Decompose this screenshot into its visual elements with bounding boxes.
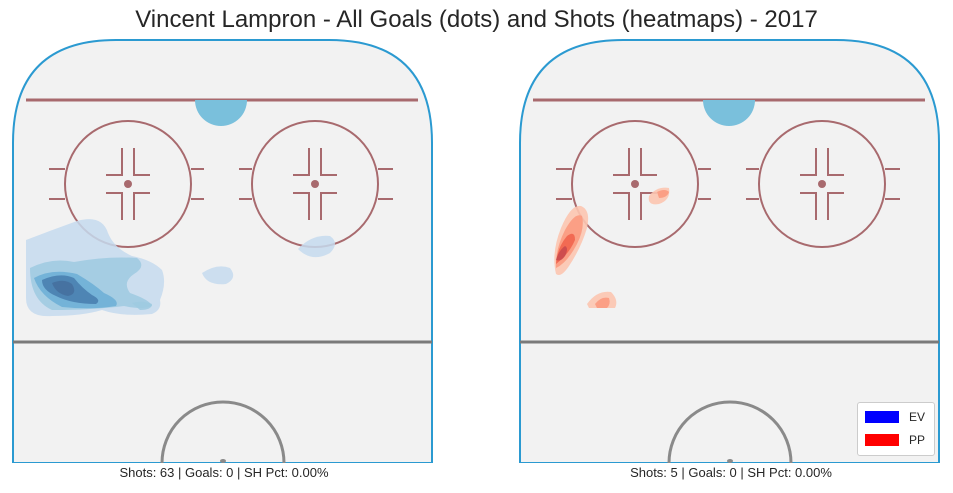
panel-caption-right: Shots: 5 | Goals: 0 | SH Pct: 0.00%	[630, 465, 832, 480]
center-dot	[727, 459, 733, 463]
panel-caption-left: Shots: 63 | Goals: 0 | SH Pct: 0.00%	[119, 465, 329, 480]
rink-panel-right	[519, 39, 940, 463]
center-circle-arc	[667, 400, 793, 463]
rink-ice	[12, 39, 433, 463]
ev-shot-heatmap	[26, 219, 335, 317]
heatmap-level-2-blob-b	[595, 297, 610, 308]
rink-surface	[519, 39, 940, 463]
faceoff-circle-right	[746, 120, 900, 248]
faceoff-dot-left	[631, 180, 639, 188]
chart-title: Vincent Lampron - All Goals (dots) and S…	[135, 6, 818, 33]
faceoff-circle-left	[556, 120, 711, 248]
heatmap-level-1-blob-right	[298, 235, 335, 258]
goalie-crease	[195, 100, 247, 126]
goalie-crease	[703, 100, 755, 126]
faceoff-circle-left	[49, 120, 204, 248]
heatmap-level-2-blob-a	[657, 190, 669, 198]
faceoff-dot-left	[124, 180, 132, 188]
legend-label-pp: PP	[909, 433, 926, 447]
center-circle-arc	[160, 400, 286, 463]
legend: EV PP	[857, 402, 935, 456]
heatmap-level-5	[52, 280, 75, 296]
pp-shot-heatmap	[554, 187, 670, 308]
legend-label-ev: EV	[909, 410, 926, 424]
legend-swatch-ev	[865, 411, 899, 423]
heatmap-level-2-blob	[132, 301, 152, 310]
center-dot	[220, 459, 226, 463]
faceoff-dot-right	[818, 180, 826, 188]
rink-ice	[519, 39, 940, 463]
faceoff-dot-right	[311, 180, 319, 188]
rink-surface	[12, 39, 433, 463]
heatmap-level-1-blob	[202, 266, 234, 285]
legend-swatch-pp	[865, 434, 899, 446]
rink-panel-left	[12, 39, 433, 463]
heatmap-level-4	[556, 246, 567, 261]
